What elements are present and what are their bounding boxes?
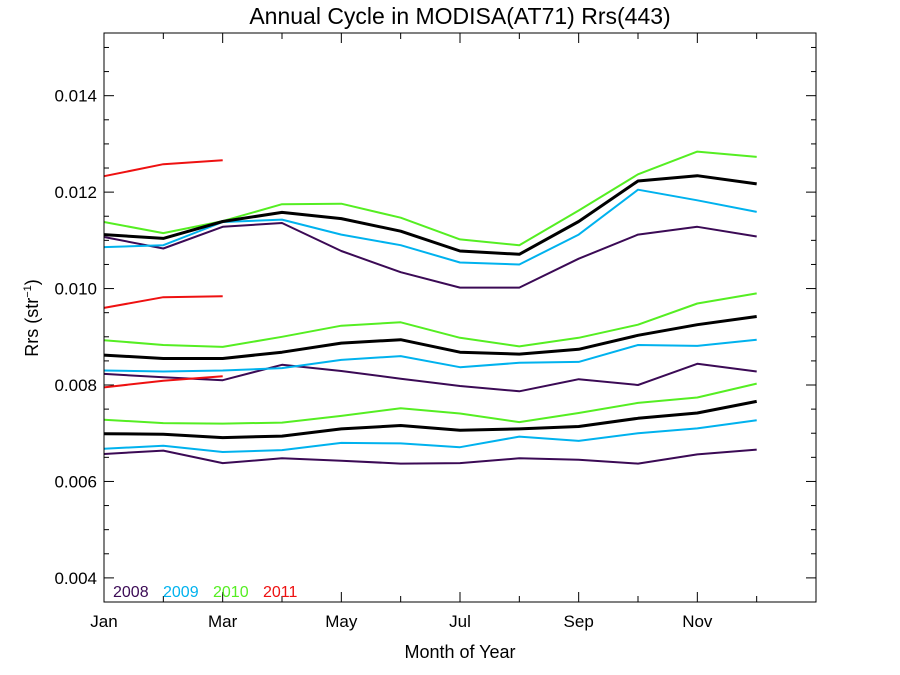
y-tick-label: 0.014 xyxy=(54,87,97,106)
series-line xyxy=(103,295,223,309)
x-tick-label: Jan xyxy=(90,612,117,631)
x-tick-label: Nov xyxy=(682,612,713,631)
x-tick-labels: Jan Mar May Jul Sep Nov xyxy=(90,612,713,631)
y-tick-label: 0.012 xyxy=(54,183,97,202)
chart-title: Annual Cycle in MODISA(AT71) Rrs(443) xyxy=(249,3,670,29)
y-tick-label: 0.010 xyxy=(54,280,97,299)
series-line xyxy=(103,338,757,373)
legend-entry: 2009 xyxy=(163,584,199,601)
series-line xyxy=(103,419,757,453)
x-tick-label: May xyxy=(325,612,358,631)
series-line xyxy=(103,399,757,440)
y-tick-labels: 0.004 0.006 0.008 0.010 0.012 0.014 xyxy=(54,87,97,588)
series-line xyxy=(103,292,757,348)
y-tick-label: 0.006 xyxy=(54,472,97,491)
legend-entry: 2011 xyxy=(263,584,298,601)
series-line xyxy=(103,382,757,425)
y-axis-label-sup: −1 xyxy=(22,285,34,298)
series-line xyxy=(103,174,757,256)
series-line xyxy=(103,222,757,289)
legend: 2008 2009 2010 2011 xyxy=(113,584,298,601)
y-tick-label: 0.008 xyxy=(54,376,97,395)
series-line xyxy=(103,159,223,178)
series-line xyxy=(103,362,757,393)
series-line xyxy=(103,315,757,360)
plot-frame xyxy=(103,32,817,603)
y-axis-label-main: Rrs (str xyxy=(22,298,42,357)
x-tick-label: Mar xyxy=(208,612,238,631)
axis-ticks xyxy=(103,33,817,603)
series-layer xyxy=(103,150,757,465)
x-tick-label: Jul xyxy=(449,612,471,631)
y-axis-label: Rrs (str−1) xyxy=(22,279,42,357)
series-line xyxy=(103,448,757,465)
legend-entry: 2008 xyxy=(113,584,149,601)
x-axis-label: Month of Year xyxy=(404,642,515,662)
legend-entry: 2010 xyxy=(213,584,249,601)
y-axis-label-close: ) xyxy=(22,279,42,285)
y-tick-label: 0.004 xyxy=(54,569,97,588)
x-tick-label: Sep xyxy=(564,612,594,631)
series-line xyxy=(103,375,223,389)
